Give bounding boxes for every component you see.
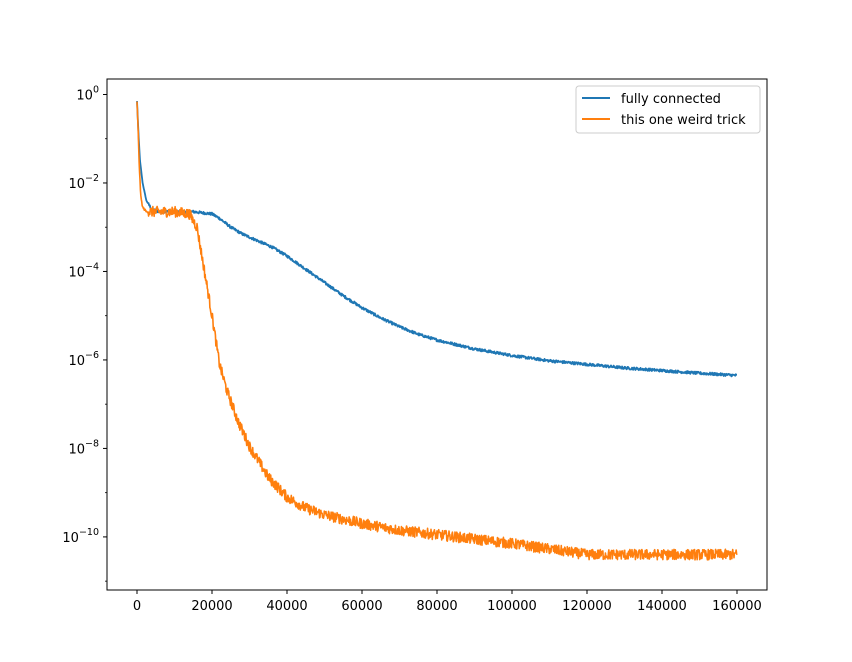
- x-tick-label: 160000: [712, 599, 762, 614]
- legend: fully connected this one weird trick: [575, 85, 761, 134]
- y-tick-exponent: −4: [85, 261, 99, 272]
- y-tick-label: 10−6: [68, 350, 99, 369]
- y-tick-base: 10: [68, 177, 85, 192]
- x-tick-label: 80000: [416, 599, 457, 614]
- y-tick-exponent: −6: [85, 350, 99, 361]
- x-axis: 0 20000 40000 60000 80000 100000 120000 140000 1…: [133, 590, 762, 614]
- y-tick-base: 10: [62, 531, 79, 546]
- y-tick-base: 10: [76, 88, 93, 103]
- y-tick-label: 10−8: [68, 438, 99, 457]
- x-tick-label: 100000: [487, 599, 537, 614]
- y-tick-label: 10−10: [62, 527, 99, 546]
- y-tick-label: 10−4: [68, 261, 99, 280]
- legend-label-2: this one weird trick: [621, 113, 746, 128]
- series-line-1: [136, 101, 738, 378]
- x-tick-label: 20000: [191, 599, 232, 614]
- y-tick-exponent: 0: [93, 84, 99, 95]
- y-tick-exponent: −2: [85, 173, 99, 184]
- y-tick-base: 10: [68, 354, 85, 369]
- x-tick-label: 140000: [637, 599, 687, 614]
- y-tick-base: 10: [68, 442, 85, 457]
- y-tick-label: 100: [76, 84, 99, 103]
- y-tick-exponent: −8: [85, 438, 99, 449]
- series-lines: [136, 101, 738, 561]
- x-tick-label: 40000: [266, 599, 307, 614]
- y-tick-base: 10: [68, 265, 85, 280]
- x-tick-label: 120000: [562, 599, 612, 614]
- legend-box: [575, 85, 761, 134]
- x-tick-label: 60000: [341, 599, 382, 614]
- series-line-2: [136, 101, 738, 561]
- y-tick-label: 10−2: [68, 173, 99, 192]
- y-tick-exponent: −10: [79, 527, 99, 538]
- legend-label-1: fully connected: [621, 92, 721, 107]
- x-tick-label: 0: [133, 599, 141, 614]
